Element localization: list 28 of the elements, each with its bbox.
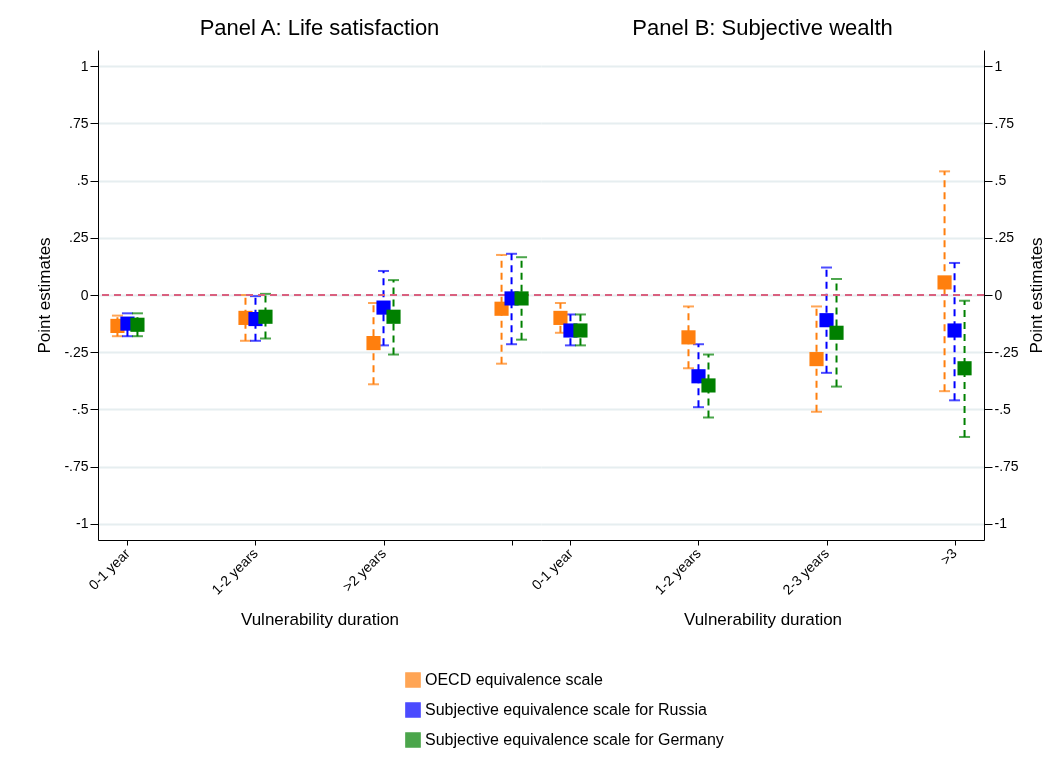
- y-tick-label: .75: [69, 114, 89, 131]
- y-tick-label: -.5: [994, 400, 1012, 417]
- y-tick-label: .25: [69, 229, 89, 246]
- y-tick-label: 1: [80, 57, 89, 74]
- y-axis-title: Point estimates: [35, 237, 55, 354]
- y-tick-label: -1: [994, 515, 1008, 532]
- y-tick-label: .75: [994, 114, 1015, 131]
- chart-title: Panel B: Subjective wealth: [632, 15, 893, 40]
- y-tick-label: .25: [994, 229, 1015, 246]
- x-axis-title: Vulnerability duration: [683, 609, 843, 629]
- legend-label: OECD equivalence scale: [425, 671, 603, 688]
- x-axis-title: Vulnerability duration: [240, 609, 400, 629]
- y-tick-label: -.75: [994, 458, 1019, 475]
- y-tick-label: -.25: [64, 343, 89, 360]
- chart-title: Panel A: Life satisfaction: [199, 15, 440, 40]
- y-tick-label: .5: [76, 172, 89, 189]
- y-tick-label: -.75: [64, 458, 89, 475]
- y-tick-label: -.5: [72, 400, 89, 417]
- y-tick-label: 1: [994, 57, 1003, 74]
- y-tick-label: -.25: [994, 343, 1019, 360]
- y-tick-label: .5: [994, 172, 1007, 189]
- legend-label: Subjective equivalence scale for Russia: [425, 701, 708, 718]
- legend-label: Subjective equivalence scale for Germany: [425, 731, 724, 748]
- y-tick-label: 0: [994, 286, 1003, 303]
- y-tick-label: -1: [76, 515, 89, 532]
- y-axis-title: Point estimates: [1026, 237, 1046, 354]
- y-tick-label: 0: [80, 286, 89, 303]
- x-tick-label: >3: [937, 544, 961, 568]
